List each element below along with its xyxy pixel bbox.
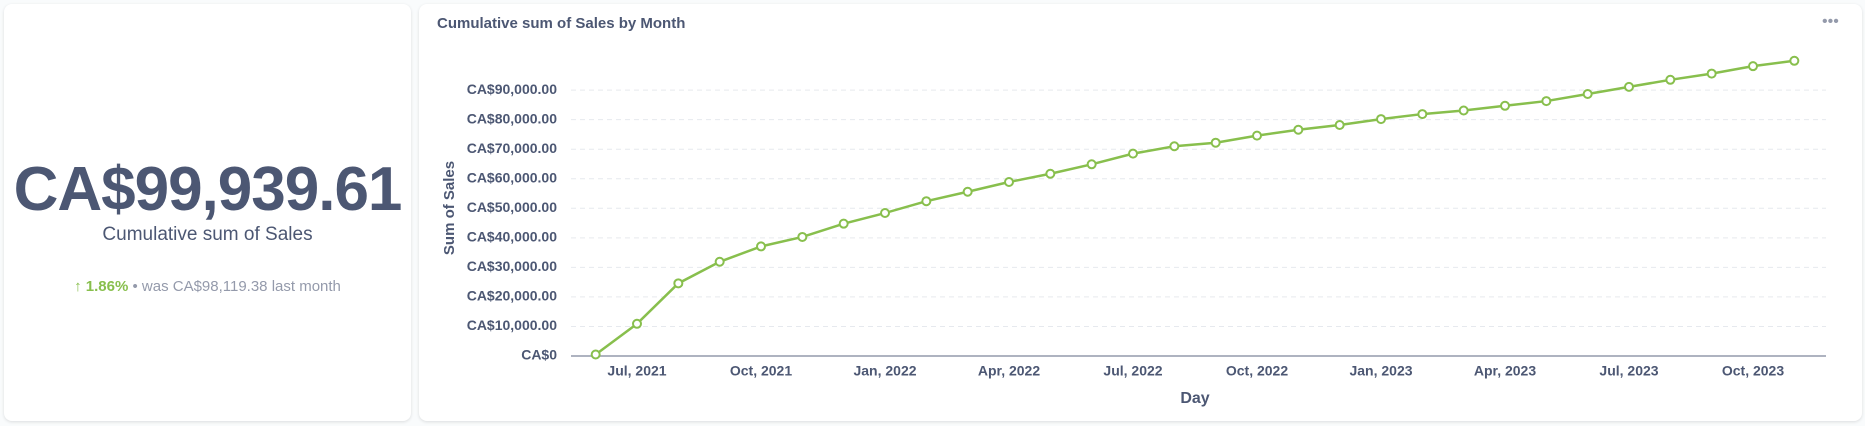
x-tick-label: Jul, 2021 xyxy=(607,363,666,379)
data-point xyxy=(632,318,642,329)
y-tick-label: CA$0 xyxy=(521,347,557,363)
data-point xyxy=(1086,159,1097,170)
scalar-label: Cumulative sum of Sales xyxy=(102,224,313,245)
data-point xyxy=(1004,177,1014,188)
data-point xyxy=(1748,61,1758,72)
chart-title: Cumulative sum of Sales by Month xyxy=(437,15,685,32)
data-point xyxy=(1376,114,1386,125)
x-tick-label: Jan, 2022 xyxy=(853,363,916,379)
data-point xyxy=(1045,168,1056,179)
y-tick-label: CA$90,000.00 xyxy=(467,81,558,97)
data-point xyxy=(1665,74,1676,85)
x-tick-label: Jul, 2023 xyxy=(1599,363,1658,379)
data-point xyxy=(673,278,684,289)
x-tick-label: Oct, 2023 xyxy=(1722,363,1784,379)
menu-icon[interactable]: ••• xyxy=(1822,13,1839,30)
y-tick-label: CA$10,000.00 xyxy=(467,317,558,333)
comparison-text: • was CA$98,119.38 xyxy=(132,278,268,295)
y-tick-label: CA$80,000.00 xyxy=(467,110,558,126)
y-tick-label: CA$70,000.00 xyxy=(467,140,558,156)
data-point xyxy=(1169,141,1180,152)
comparison: ↑ 1.86% • was CA$98,119.38 last month xyxy=(4,278,411,295)
data-point xyxy=(590,349,601,360)
data-point xyxy=(1789,55,1800,66)
data-point xyxy=(1210,137,1221,148)
data-point xyxy=(880,208,890,219)
data-point xyxy=(962,186,973,197)
x-tick-label: Apr, 2022 xyxy=(978,363,1040,379)
change: 1.86% xyxy=(85,278,129,295)
y-axis-title: Sum of Sales xyxy=(441,161,458,255)
scalar-card: CA$99,939.61 Cumulative sum of Sales ↑ 1… xyxy=(4,4,411,421)
data-point xyxy=(1458,105,1469,116)
data-point xyxy=(1334,119,1345,130)
x-axis-title: Day xyxy=(1180,390,1209,407)
data-point xyxy=(797,231,808,242)
y-tick-label: CA$40,000.00 xyxy=(467,229,558,245)
chart-card xyxy=(419,4,1862,421)
x-tick-label: Oct, 2022 xyxy=(1226,363,1288,379)
y-tick-label: CA$50,000.00 xyxy=(467,199,558,215)
data-point xyxy=(838,218,849,229)
data-point xyxy=(1582,88,1593,99)
scalar-value: CA$99,939.61 xyxy=(13,155,403,224)
data-point xyxy=(1128,148,1138,159)
data-point xyxy=(1541,96,1552,107)
x-tick-label: Jan, 2023 xyxy=(1349,363,1412,379)
x-tick-label: Apr, 2023 xyxy=(1474,363,1536,379)
x-tick-label: Oct, 2021 xyxy=(730,363,792,379)
data-point xyxy=(1417,109,1428,120)
data-point xyxy=(714,256,725,267)
data-point xyxy=(1706,68,1717,79)
data-point xyxy=(1252,130,1262,141)
y-tick-label: CA$60,000.00 xyxy=(467,169,558,185)
data-point xyxy=(1500,100,1510,111)
data-point xyxy=(756,241,766,252)
data-point xyxy=(921,196,932,207)
data-point xyxy=(1293,124,1304,135)
series-line xyxy=(594,59,1795,356)
y-tick-label: CA$30,000.00 xyxy=(467,258,558,274)
data-point xyxy=(1624,81,1634,92)
period: last month xyxy=(271,278,341,295)
x-tick-label: Jul, 2022 xyxy=(1103,363,1162,379)
up-arrow: ↑ xyxy=(74,278,86,295)
y-tick-label: CA$20,000.00 xyxy=(467,288,558,304)
